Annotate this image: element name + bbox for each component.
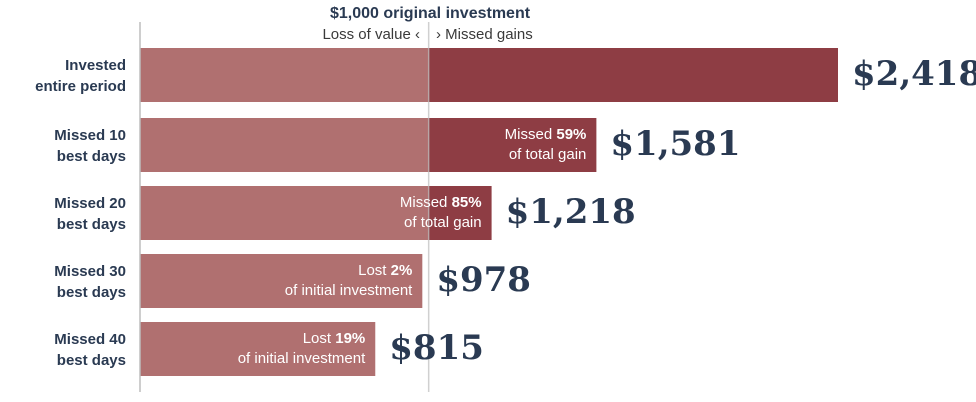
missed-gains-label: › Missed gains	[436, 26, 533, 43]
bar-base-2	[140, 186, 429, 240]
bar-gain-0	[428, 48, 838, 102]
category-label-line2: best days	[56, 216, 126, 233]
category-label-line1: Missed 10	[54, 127, 126, 144]
category-label-line2: best days	[56, 284, 126, 301]
bar-annotation: Missed 85% of total gain	[400, 193, 482, 233]
annotation-percent: 59%	[556, 126, 587, 143]
category-label-line2: entire period	[35, 78, 126, 95]
bar-base-3	[140, 254, 423, 308]
gain-label-text: Missed gains	[445, 26, 533, 43]
annotation-percent: 19%	[335, 330, 366, 347]
category-label: Missed 40 best days	[6, 329, 126, 371]
annotation-line1: Missed 85%	[399, 194, 482, 211]
annotation-line2: of initial investment	[284, 282, 413, 299]
category-label-line2: best days	[56, 352, 126, 369]
chart-title: $1,000 original investment	[329, 5, 531, 22]
bar-gain-2	[428, 186, 492, 240]
annotation-line2: of total gain	[508, 146, 587, 163]
annotation-line1: Lost 2%	[358, 262, 413, 279]
category-label-line1: Missed 30	[54, 263, 126, 280]
chevron-right-icon: ›	[436, 26, 446, 43]
annotation-line1: Lost 19%	[302, 330, 366, 347]
bars-group	[140, 48, 838, 376]
category-label-line1: Missed 40	[54, 331, 126, 348]
category-label-line2: best days	[56, 148, 126, 165]
bar-value-label: $815	[389, 328, 484, 368]
bar-value-label: $978	[436, 260, 531, 300]
category-label: Missed 10 best days	[6, 125, 126, 167]
annotation-line2: of total gain	[404, 214, 482, 231]
bar-gain-1	[428, 118, 597, 172]
annotation-percent: 2%	[390, 262, 413, 279]
bar-base-4	[140, 322, 376, 376]
bar-value-label: $2,418	[852, 54, 976, 94]
annotation-percent: 85%	[451, 194, 482, 211]
bar-value-label: $1,581	[610, 124, 741, 164]
bar-value-label: $1,218	[505, 192, 636, 232]
bar-base-0	[140, 48, 429, 102]
loss-of-value-label: Loss of value ‹	[322, 26, 420, 43]
bar-annotation: Missed 59% of total gain	[505, 125, 587, 165]
category-label: Missed 30 best days	[6, 261, 126, 303]
bar-base-1	[140, 118, 429, 172]
loss-label-text: Loss of value	[322, 26, 411, 43]
category-label: Invested entire period	[6, 55, 126, 97]
chevron-left-icon: ‹	[415, 26, 420, 43]
bar-annotation: Lost 19% of initial investment	[238, 329, 366, 369]
category-label-line1: Missed 20	[54, 195, 126, 212]
category-label: Missed 20 best days	[6, 193, 126, 235]
bar-annotation: Lost 2% of initial investment	[285, 261, 413, 301]
annotation-line1: Missed 59%	[504, 126, 587, 143]
annotation-line2: of initial investment	[237, 350, 366, 367]
category-label-line1: Invested	[65, 57, 126, 74]
